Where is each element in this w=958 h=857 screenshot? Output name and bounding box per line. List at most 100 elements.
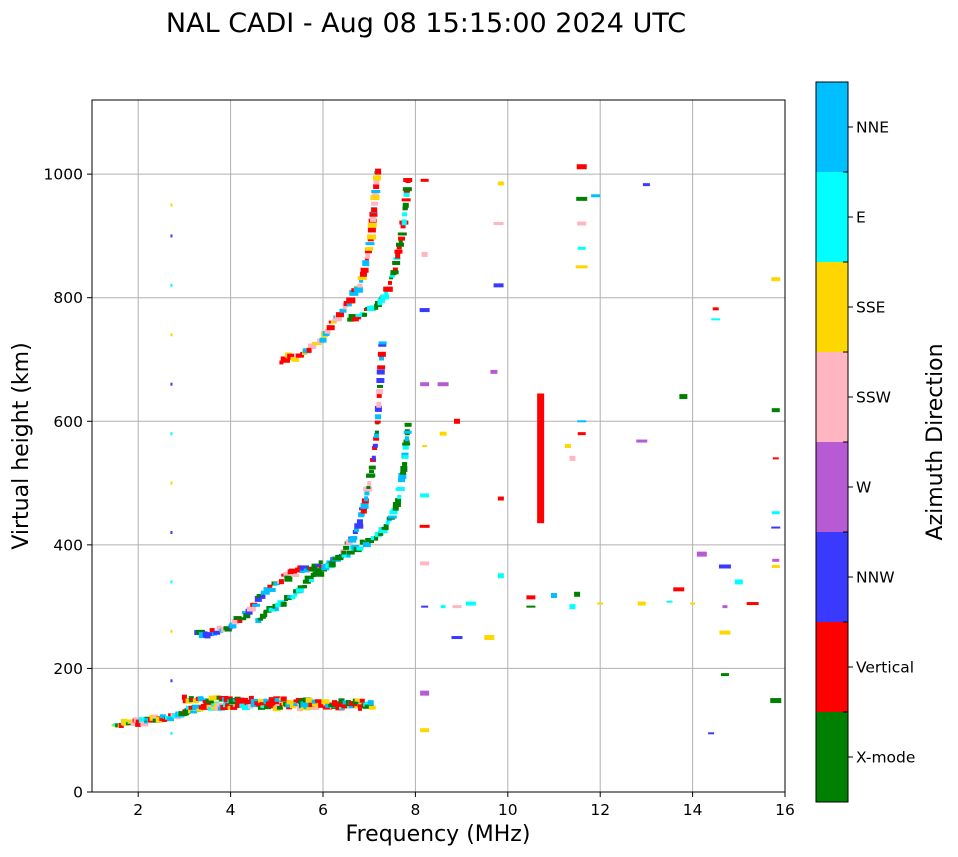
- echo-mark: [303, 568, 310, 573]
- echo-mark: [420, 382, 430, 387]
- echo-mark: [349, 289, 359, 296]
- echo-mark: [770, 698, 782, 704]
- echo-mark: [170, 481, 173, 485]
- echo-mark: [420, 178, 429, 182]
- echo-mark: [419, 524, 430, 528]
- echo-mark: [299, 568, 305, 573]
- colorbar-tick-label: X-mode: [856, 749, 915, 767]
- echo-mark: [364, 496, 369, 502]
- echo-mark: [368, 705, 376, 710]
- echo-mark: [202, 700, 208, 704]
- echo-mark: [497, 181, 504, 186]
- echo-mark: [170, 580, 173, 584]
- echo-mark: [401, 219, 407, 226]
- echo-mark: [374, 535, 379, 541]
- echo-mark: [218, 698, 224, 702]
- echo-mark: [280, 356, 287, 361]
- echo-mark: [569, 455, 576, 461]
- echo-mark: [289, 702, 296, 709]
- echo-mark: [349, 298, 356, 303]
- echo-mark: [291, 573, 300, 577]
- echo-mark: [357, 705, 362, 711]
- x-tick-label: 14: [683, 801, 703, 819]
- grid: [92, 100, 786, 793]
- echo-mark: [192, 704, 202, 710]
- echo-mark: [159, 717, 164, 722]
- echo-mark: [352, 530, 358, 535]
- echo-mark: [401, 198, 411, 202]
- echo-mark: [343, 545, 350, 550]
- echo-mark: [321, 566, 330, 571]
- echo-mark: [315, 563, 322, 567]
- echo-mark: [383, 524, 389, 531]
- echo-mark: [365, 253, 371, 259]
- echo-mark: [300, 701, 309, 708]
- echo-mark: [210, 706, 217, 710]
- echo-mark: [248, 695, 254, 701]
- colorbar-tick-label: NNE: [856, 119, 889, 137]
- echo-mark: [551, 593, 557, 599]
- y-axis-ticks: 0 200 400 600 800 1000: [44, 166, 92, 802]
- echo-mark: [771, 526, 781, 529]
- echo-mark: [336, 701, 342, 707]
- echo-mark: [734, 579, 743, 585]
- echo-mark: [365, 242, 375, 246]
- echo-mark: [367, 227, 376, 233]
- echo-mark: [237, 617, 243, 623]
- echo-mark: [771, 564, 780, 568]
- echo-mark: [254, 701, 263, 706]
- echo-mark: [378, 343, 387, 347]
- echo-mark: [375, 168, 382, 175]
- echo-mark: [341, 554, 351, 558]
- x-tick-label: 8: [410, 801, 420, 819]
- echo-mark: [453, 418, 460, 424]
- echo-mark: [279, 360, 284, 365]
- echo-mark: [272, 603, 277, 609]
- echo-mark: [376, 401, 382, 408]
- echo-mark: [360, 267, 369, 273]
- echo-mark: [387, 515, 397, 519]
- echo-mark: [257, 705, 265, 710]
- echo-mark: [696, 551, 707, 557]
- echo-mark: [673, 587, 685, 592]
- echo-mark: [384, 286, 393, 292]
- plot-background: [92, 100, 785, 792]
- echo-mark: [373, 184, 380, 190]
- echo-mark: [376, 369, 385, 375]
- echo-mark: [326, 325, 335, 331]
- echo-mark: [493, 222, 504, 226]
- echo-mark: [375, 414, 382, 420]
- echo-mark: [209, 628, 215, 633]
- echo-mark: [345, 700, 351, 707]
- echo-mark: [772, 457, 779, 460]
- echo-mark: [311, 699, 316, 705]
- echo-mark: [371, 192, 379, 196]
- echo-mark: [484, 635, 495, 641]
- echo-mark: [722, 605, 728, 609]
- echo-mark: [263, 611, 268, 618]
- echo-mark: [636, 439, 648, 443]
- echo-mark: [346, 301, 352, 307]
- echo-mark: [577, 432, 586, 436]
- chart-title: NAL CADI - Aug 08 15:15:00 2024 UTC: [166, 8, 686, 39]
- echo-mark: [369, 538, 375, 544]
- echo-mark: [465, 601, 476, 606]
- echo-mark: [258, 617, 264, 621]
- echo-mark: [493, 283, 504, 288]
- echo-mark: [367, 234, 377, 240]
- echo-mark: [384, 290, 389, 297]
- echo-mark: [314, 568, 322, 575]
- echo-mark: [308, 579, 314, 583]
- echo-mark: [363, 701, 373, 707]
- echo-mark: [574, 591, 581, 597]
- echo-mark: [314, 699, 322, 703]
- x-tick-label: 12: [590, 801, 610, 819]
- echo-mark: [268, 607, 276, 612]
- echo-mark: [771, 277, 781, 282]
- echo-mark: [254, 595, 262, 602]
- echo-mark: [378, 530, 384, 536]
- echo-mark: [374, 432, 380, 438]
- echo-mark: [205, 700, 214, 704]
- echo-mark: [367, 481, 372, 487]
- x-tick-label: 6: [318, 801, 328, 819]
